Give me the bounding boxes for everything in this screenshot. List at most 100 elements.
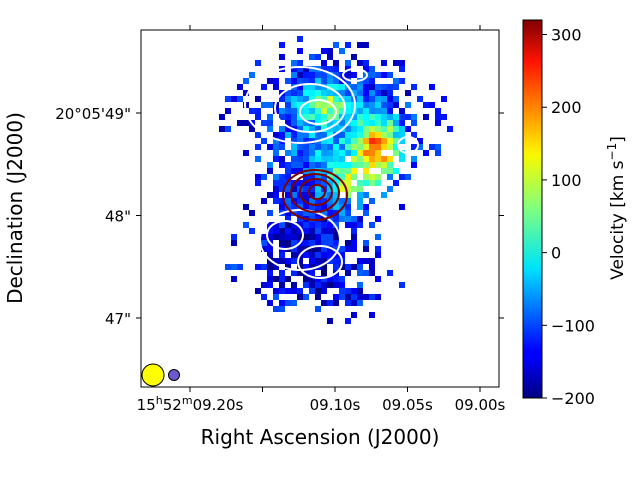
velocity-pixel xyxy=(327,78,333,84)
velocity-pixel xyxy=(375,174,381,180)
velocity-pixel xyxy=(339,144,345,150)
velocity-pixel xyxy=(411,114,417,120)
velocity-pixel xyxy=(381,156,387,162)
velocity-pixel xyxy=(303,102,309,108)
velocity-pixel xyxy=(279,252,285,258)
velocity-pixel xyxy=(273,234,279,240)
velocity-pixel xyxy=(291,150,297,156)
velocity-pixel xyxy=(429,84,435,90)
velocity-pixel xyxy=(291,66,297,72)
velocity-pixel xyxy=(321,270,327,276)
velocity-pixel xyxy=(429,144,435,150)
velocity-pixel xyxy=(297,36,303,42)
velocity-pixel xyxy=(405,90,411,96)
velocity-pixel xyxy=(327,198,333,204)
velocity-pixel xyxy=(387,186,393,192)
velocity-pixel xyxy=(357,258,363,264)
velocity-pixel xyxy=(363,294,369,300)
velocity-pixel xyxy=(345,174,351,180)
velocity-pixel xyxy=(321,228,327,234)
velocity-pixel xyxy=(333,78,339,84)
velocity-pixel xyxy=(303,126,309,132)
velocity-pixel xyxy=(321,90,327,96)
velocity-pixel xyxy=(309,96,315,102)
velocity-pixel xyxy=(345,204,351,210)
velocity-pixel xyxy=(321,180,327,186)
velocity-pixel xyxy=(339,90,345,96)
x-tick-label: 15h52m09.20s xyxy=(137,394,244,414)
velocity-pixel xyxy=(387,270,393,276)
velocity-pixel xyxy=(345,300,351,306)
velocity-pixel xyxy=(315,258,321,264)
velocity-pixel xyxy=(309,114,315,120)
velocity-pixel xyxy=(225,108,231,114)
velocity-pixel xyxy=(357,114,363,120)
colorbar-gradient xyxy=(522,19,543,399)
velocity-pixel xyxy=(327,180,333,186)
velocity-pixel xyxy=(267,126,273,132)
velocity-pixel xyxy=(435,144,441,150)
velocity-pixel xyxy=(297,102,303,108)
velocity-pixel xyxy=(297,84,303,90)
velocity-pixel xyxy=(309,222,315,228)
velocity-pixel xyxy=(255,180,261,186)
velocity-pixel xyxy=(327,48,333,54)
velocity-pixel xyxy=(303,72,309,78)
velocity-pixel xyxy=(339,276,345,282)
velocity-pixel xyxy=(339,162,345,168)
velocity-pixel xyxy=(303,78,309,84)
velocity-pixel xyxy=(303,294,309,300)
velocity-pixel xyxy=(345,90,351,96)
velocity-pixel xyxy=(429,102,435,108)
velocity-pixel xyxy=(231,276,237,282)
velocity-pixel xyxy=(417,96,423,102)
velocity-pixel xyxy=(375,156,381,162)
velocity-pixel xyxy=(345,198,351,204)
x-tick-label-m: m xyxy=(182,394,193,407)
velocity-pixel xyxy=(267,144,273,150)
velocity-pixel xyxy=(279,222,285,228)
contour-layer xyxy=(209,66,468,279)
velocity-pixel xyxy=(387,168,393,174)
velocity-pixel xyxy=(327,318,333,324)
velocity-pixel xyxy=(267,234,273,240)
x-axis-label: Right Ascension (J2000) xyxy=(201,425,440,449)
velocity-pixel xyxy=(387,102,393,108)
velocity-pixel xyxy=(327,222,333,228)
velocity-pixel xyxy=(333,264,339,270)
velocity-pixel xyxy=(363,66,369,72)
velocity-pixel xyxy=(255,132,261,138)
velocity-pixel xyxy=(243,222,249,228)
velocity-pixel xyxy=(291,282,297,288)
velocity-pixel xyxy=(315,54,321,60)
velocity-pixel xyxy=(399,60,405,66)
velocity-pixel xyxy=(315,198,321,204)
beam-large xyxy=(141,363,165,387)
velocity-pixel xyxy=(321,126,327,132)
velocity-pixel xyxy=(363,258,369,264)
velocity-pixel xyxy=(357,84,363,90)
velocity-pixel xyxy=(285,288,291,294)
velocity-pixel xyxy=(375,252,381,258)
velocity-pixel xyxy=(357,132,363,138)
y-tick-label: 47" xyxy=(105,310,131,328)
white-contour xyxy=(274,83,346,133)
velocity-pixel xyxy=(315,78,321,84)
velocity-pixel xyxy=(345,288,351,294)
velocity-pixel xyxy=(327,240,333,246)
velocity-pixel xyxy=(297,288,303,294)
velocity-pixel xyxy=(435,108,441,114)
white-contour xyxy=(209,69,221,81)
velocity-pixel xyxy=(309,228,315,234)
velocity-pixel xyxy=(285,168,291,174)
velocity-pixel xyxy=(399,282,405,288)
velocity-pixel xyxy=(369,264,375,270)
colorbar-tick-label: −200 xyxy=(551,389,595,408)
velocity-pixel xyxy=(291,108,297,114)
velocity-pixel xyxy=(273,258,279,264)
velocity-pixel xyxy=(267,210,273,216)
velocity-pixel xyxy=(393,132,399,138)
velocity-pixel xyxy=(345,60,351,66)
velocity-pixel xyxy=(309,246,315,252)
velocity-pixel xyxy=(303,192,309,198)
